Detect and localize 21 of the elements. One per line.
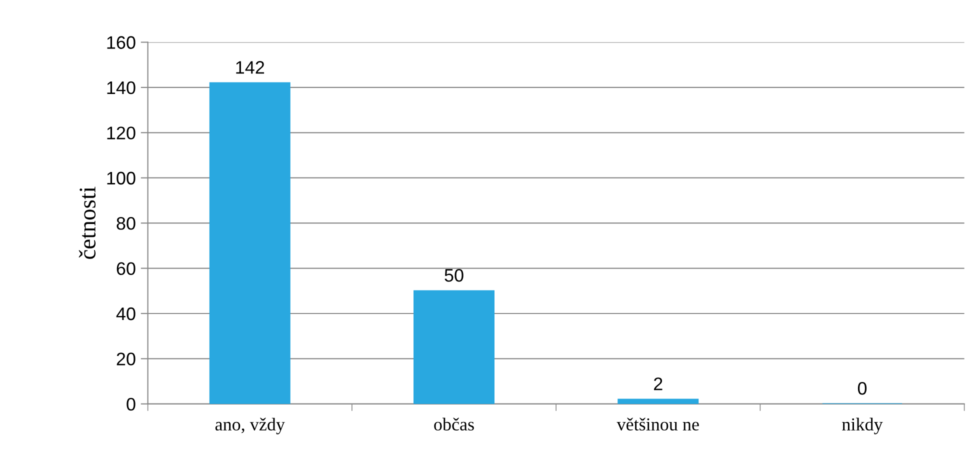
data-label: 50 xyxy=(444,268,464,282)
x-tick-label: občas xyxy=(434,418,474,431)
y-tick-label: 0 xyxy=(126,398,136,411)
x-tick-label: ano, vždy xyxy=(215,418,285,434)
data-label: 2 xyxy=(654,377,662,390)
x-tick-label: většinou ne xyxy=(616,418,699,431)
data-label: 0 xyxy=(858,382,867,395)
data-label: 142 xyxy=(236,61,264,74)
y-tick-label: 80 xyxy=(116,217,136,230)
bar xyxy=(414,290,495,404)
y-tick-label: 120 xyxy=(107,126,136,140)
y-tick-label: 60 xyxy=(116,262,136,276)
y-axis-title: četnosti xyxy=(78,186,96,259)
y-tick-label: 160 xyxy=(107,36,136,49)
bar xyxy=(209,82,290,404)
x-tick-label: nikdy xyxy=(842,418,883,434)
y-tick-label: 20 xyxy=(116,352,136,366)
y-tick-label: 140 xyxy=(107,81,136,94)
y-tick-label: 100 xyxy=(107,172,136,185)
y-tick-label: 40 xyxy=(116,307,136,320)
bar xyxy=(618,398,699,404)
